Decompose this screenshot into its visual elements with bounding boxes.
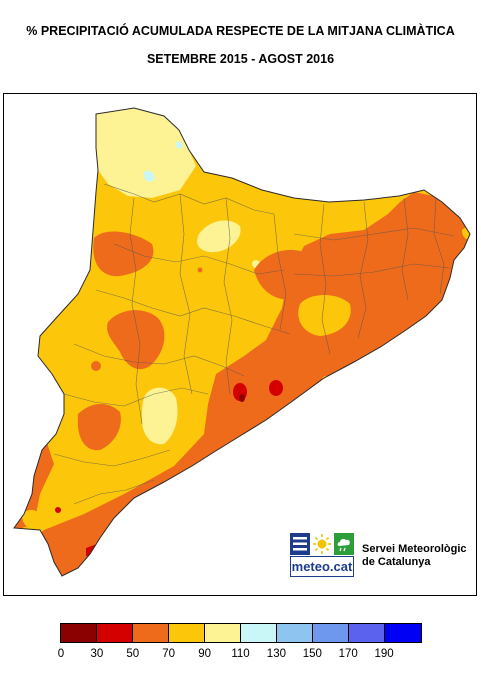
legend-tick-label: 170 xyxy=(338,648,358,660)
legend-swatch xyxy=(277,624,313,642)
legend-tick-label: 110 xyxy=(231,648,250,660)
map-title: % PRECIPITACIÓ ACUMULADA RESPECTE DE LA … xyxy=(26,24,455,38)
zone-50-70-south-inland xyxy=(77,403,121,451)
zone-50-70-tiny-spot xyxy=(197,267,203,273)
legend-swatch xyxy=(61,624,97,642)
legend-swatch xyxy=(241,624,277,642)
legend-tick-labels: 0 30 50 70 90 110 130 150 170 190 xyxy=(0,648,481,664)
zone-110-130-peak xyxy=(175,141,183,149)
zone-70-90-capcreus xyxy=(462,227,470,240)
map-frame xyxy=(3,93,477,596)
zone-90-110-south xyxy=(142,387,178,445)
organization-name: Servei Meteorològic de Catalunya xyxy=(362,543,467,569)
sun-icon xyxy=(312,533,332,555)
zone-50-70-west xyxy=(93,231,154,277)
legend-swatch xyxy=(169,624,205,642)
legend-tick-label: 0 xyxy=(57,648,65,660)
legend-tick-label: 90 xyxy=(198,648,211,660)
waves-icon xyxy=(290,533,310,555)
legend-swatch xyxy=(313,624,349,642)
map-subtitle: SETEMBRE 2015 - AGOST 2016 xyxy=(146,52,335,66)
cloud-rain-icon xyxy=(334,533,354,555)
zone-90-110-centre xyxy=(197,220,241,253)
logo-wordmark: meteo.cat xyxy=(290,556,354,577)
legend-tick-label: 150 xyxy=(302,648,322,660)
legend-swatch xyxy=(349,624,385,642)
zone-30-50-spot-3 xyxy=(290,412,298,420)
zone-0-30-spot xyxy=(239,394,245,402)
zone-50-70-lleida xyxy=(107,310,165,370)
legend-tick-label: 130 xyxy=(266,648,286,660)
organization-line-2: de Catalunya xyxy=(362,556,431,568)
zone-30-50-spot-2 xyxy=(269,380,283,396)
zone-110-130-north xyxy=(143,170,155,182)
county-borders xyxy=(53,183,455,505)
organization-line-1: Servei Meteorològic xyxy=(362,543,467,555)
legend-swatch xyxy=(385,624,421,642)
legend-tick-label: 30 xyxy=(90,648,104,660)
zone-50-70-spot xyxy=(91,361,101,371)
zone-70-90-inland-pocket xyxy=(298,295,351,336)
legend-swatch xyxy=(133,624,169,642)
legend-tick-label: 50 xyxy=(126,648,140,660)
catalonia-map xyxy=(13,107,471,577)
zone-70-90-delta-pocket xyxy=(22,509,41,528)
legend-tick-label: 190 xyxy=(374,648,394,660)
color-legend xyxy=(60,623,422,643)
map-base-70-90 xyxy=(14,108,470,576)
zone-90-110-north xyxy=(96,108,196,198)
legend-swatch xyxy=(205,624,241,642)
zone-30-50-spot-4 xyxy=(55,507,61,513)
zone-50-70-vic xyxy=(254,249,319,300)
legend-swatch xyxy=(97,624,133,642)
legend-tick-label: 70 xyxy=(162,648,176,660)
meteocat-logo: meteo.cat xyxy=(290,533,354,577)
